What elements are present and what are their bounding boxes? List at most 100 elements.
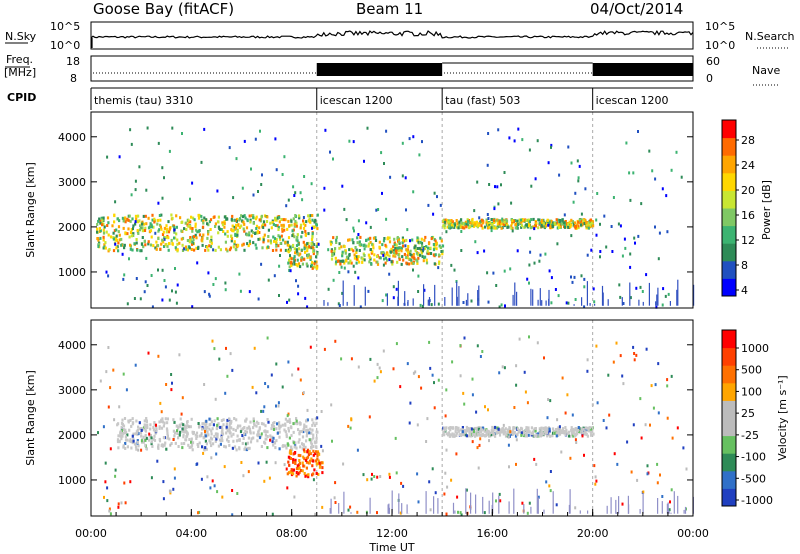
heatmap-cell <box>235 157 238 161</box>
heatmap-cell <box>130 446 133 450</box>
heatmap-cell <box>555 434 558 438</box>
heatmap-cell <box>313 249 316 253</box>
heatmap-cell <box>487 132 490 135</box>
heatmap-cell <box>666 230 669 234</box>
heatmap-cell <box>152 225 155 229</box>
heatmap-cell <box>525 426 528 430</box>
heatmap-cell <box>118 405 121 409</box>
heatmap-cell <box>407 245 410 248</box>
heatmap-cell <box>312 478 315 482</box>
heatmap-streak <box>508 501 510 514</box>
heatmap-cell <box>194 225 197 229</box>
heatmap-cell <box>210 456 213 460</box>
heatmap-cell <box>130 234 133 238</box>
heatmap-streak <box>456 281 458 306</box>
heatmap-cell <box>206 236 209 240</box>
heatmap-streak <box>676 289 678 306</box>
heatmap-cell <box>414 370 417 374</box>
heatmap-cell <box>197 422 200 425</box>
heatmap-cell <box>128 439 131 443</box>
heatmap-cell <box>167 220 170 224</box>
heatmap-cell <box>298 431 301 435</box>
heatmap-cell <box>462 433 465 437</box>
heatmap-cell <box>256 230 259 234</box>
heatmap-cell <box>305 460 309 464</box>
heatmap-cell <box>408 421 411 425</box>
heatmap-cell <box>310 457 313 461</box>
heatmap-streak <box>668 510 670 514</box>
heatmap-cell <box>369 357 372 361</box>
heatmap-cell <box>174 246 177 250</box>
heatmap-cell <box>312 459 315 463</box>
heatmap-cell <box>425 440 428 443</box>
heatmap-cell <box>272 425 275 428</box>
heatmap-cell <box>420 250 423 254</box>
heatmap-cell <box>567 145 570 149</box>
heatmap-cell <box>126 445 129 449</box>
beam-title: Beam 11 <box>356 0 423 18</box>
heatmap-cell <box>321 471 324 475</box>
heatmap-cell <box>571 280 574 284</box>
heatmap-cell <box>621 374 624 378</box>
heatmap-cell <box>431 373 434 377</box>
heatmap-cell <box>180 442 183 446</box>
heatmap-cell <box>343 266 346 270</box>
heatmap-streak <box>406 504 408 514</box>
heatmap-streak <box>539 288 541 306</box>
heatmap-cell <box>298 438 301 442</box>
heatmap-cell <box>287 429 290 433</box>
heatmap-cell <box>312 433 315 437</box>
heatmap-cell <box>197 511 199 515</box>
heatmap-cell <box>623 237 626 241</box>
heatmap-cell <box>145 256 148 260</box>
heatmap-cell <box>312 252 315 256</box>
heatmap-cell <box>217 444 220 448</box>
heatmap-cell <box>203 127 206 131</box>
heatmap-cell <box>680 175 683 179</box>
heatmap-cell <box>661 303 664 307</box>
heatmap-cell <box>668 508 671 512</box>
heatmap-cell <box>556 431 559 435</box>
heatmap-cell <box>190 248 193 251</box>
heatmap-cell <box>255 215 258 219</box>
heatmap-cell <box>288 224 291 228</box>
heatmap-cell <box>139 224 142 228</box>
heatmap-cell <box>244 429 247 433</box>
heatmap-cell <box>227 440 230 443</box>
heatmap-cell <box>208 417 211 421</box>
heatmap-cell <box>266 446 269 450</box>
heatmap-cell <box>565 301 568 305</box>
heatmap-cell <box>315 245 318 248</box>
heatmap-cell <box>423 288 426 292</box>
heatmap-cell <box>517 127 520 131</box>
heatmap-cell <box>239 289 242 293</box>
freq-tick-low: 8 <box>70 72 77 85</box>
heatmap-cell <box>258 427 261 431</box>
heatmap-cell <box>423 238 426 242</box>
heatmap-cell <box>292 430 295 434</box>
heatmap-cell <box>295 244 299 248</box>
heatmap-cell <box>492 218 496 222</box>
heatmap-cell <box>295 279 297 283</box>
heatmap-cell <box>584 430 587 434</box>
heatmap-cell <box>224 232 227 236</box>
heatmap-streak <box>670 512 672 514</box>
heatmap-streak <box>513 488 515 514</box>
heatmap-cell <box>165 236 168 240</box>
heatmap-cell <box>485 429 488 433</box>
heatmap-cell <box>357 233 360 236</box>
heatmap-cell <box>277 228 280 231</box>
x-tick-label: 20:00 <box>577 527 609 540</box>
heatmap-cell <box>567 225 570 229</box>
heatmap-cell <box>137 432 140 436</box>
heatmap-cell <box>472 224 475 228</box>
heatmap-cell <box>490 429 493 432</box>
heatmap-cell <box>305 419 308 423</box>
velocity-xlabel: Time UT <box>368 541 414 554</box>
heatmap-cell <box>516 427 519 431</box>
heatmap-cell <box>629 296 632 300</box>
heatmap-cell <box>528 501 531 505</box>
heatmap-cell <box>264 433 267 437</box>
heatmap-cell <box>334 339 337 343</box>
heatmap-cell <box>636 478 639 482</box>
